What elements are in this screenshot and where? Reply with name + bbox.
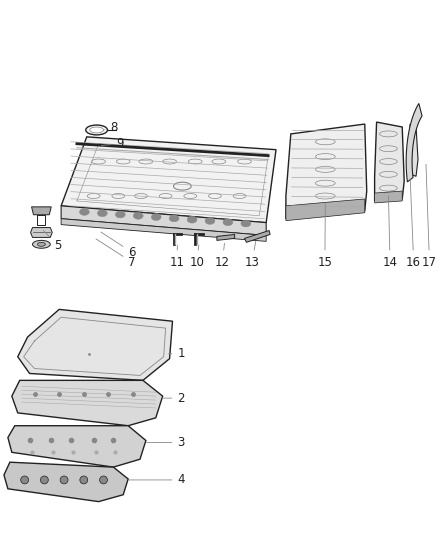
Text: 6: 6 — [101, 232, 136, 259]
Circle shape — [40, 476, 48, 484]
Polygon shape — [32, 207, 51, 215]
Ellipse shape — [187, 216, 197, 223]
Polygon shape — [286, 199, 365, 221]
Polygon shape — [244, 230, 270, 243]
Text: 10: 10 — [189, 245, 204, 269]
Circle shape — [60, 476, 68, 484]
Polygon shape — [12, 381, 162, 426]
Ellipse shape — [133, 212, 143, 219]
Ellipse shape — [205, 217, 215, 224]
Text: 17: 17 — [422, 164, 437, 269]
Text: 4: 4 — [129, 473, 185, 487]
Circle shape — [80, 476, 88, 484]
Polygon shape — [408, 124, 418, 176]
Polygon shape — [4, 462, 128, 502]
Ellipse shape — [38, 243, 46, 246]
Polygon shape — [61, 219, 266, 241]
Text: 16: 16 — [406, 179, 421, 269]
Text: 11: 11 — [170, 245, 184, 269]
Ellipse shape — [115, 211, 125, 218]
Polygon shape — [406, 103, 422, 182]
Text: 12: 12 — [215, 243, 230, 269]
Text: 3: 3 — [147, 436, 185, 449]
Circle shape — [99, 476, 107, 484]
Text: 9: 9 — [101, 138, 124, 150]
Text: 8: 8 — [103, 122, 118, 134]
Ellipse shape — [97, 210, 107, 216]
Ellipse shape — [151, 214, 161, 221]
Polygon shape — [18, 309, 173, 381]
Polygon shape — [286, 124, 367, 219]
Circle shape — [21, 476, 28, 484]
Ellipse shape — [169, 215, 179, 222]
Polygon shape — [8, 426, 146, 467]
Ellipse shape — [223, 219, 233, 225]
Polygon shape — [374, 191, 402, 203]
Text: 13: 13 — [244, 241, 259, 269]
Text: 14: 14 — [382, 196, 398, 269]
Polygon shape — [31, 228, 52, 237]
Ellipse shape — [32, 240, 50, 248]
Polygon shape — [61, 137, 276, 223]
Text: 1: 1 — [168, 347, 185, 360]
Polygon shape — [217, 235, 235, 240]
Text: 15: 15 — [318, 204, 332, 269]
Text: 7: 7 — [96, 239, 136, 269]
Text: 2: 2 — [162, 392, 185, 405]
Ellipse shape — [79, 208, 89, 215]
Text: 5: 5 — [43, 231, 62, 252]
Polygon shape — [374, 122, 404, 201]
Polygon shape — [61, 206, 266, 236]
Ellipse shape — [241, 220, 251, 227]
